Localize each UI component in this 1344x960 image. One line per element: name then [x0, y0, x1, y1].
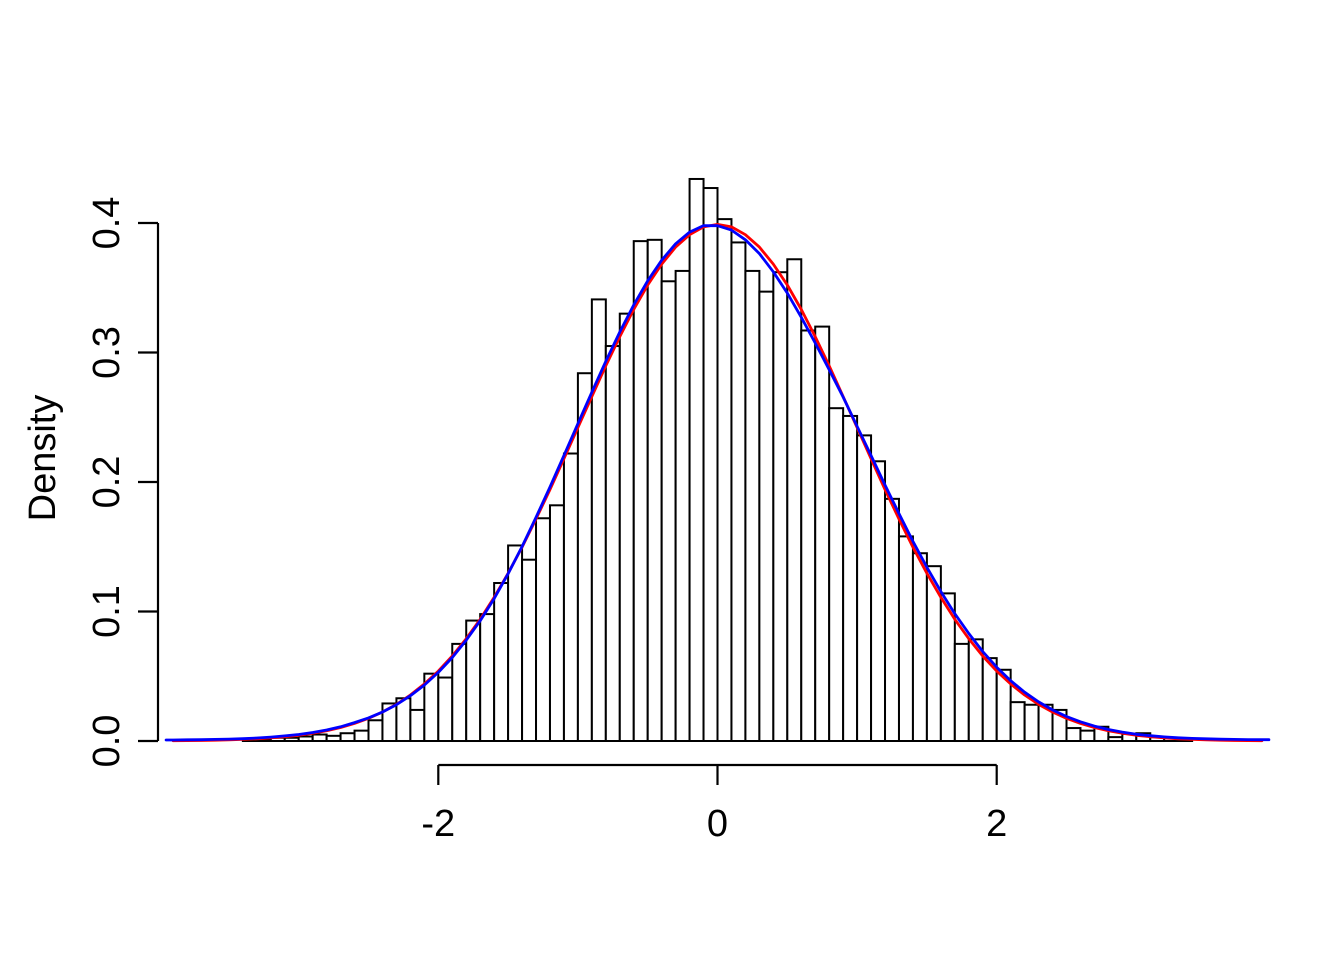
histogram-bar: [688, 177, 705, 743]
histogram-bar: [1065, 727, 1082, 742]
histogram-bar: [674, 269, 691, 742]
histogram-bar: [283, 736, 300, 743]
histogram-bar: [730, 241, 747, 742]
density-curves: [164, 223, 1271, 743]
histogram-bar: [562, 452, 579, 742]
histogram-bar: [1107, 736, 1124, 743]
histogram-bar: [1079, 729, 1096, 743]
y-tick-label: 0.2: [86, 456, 128, 509]
histogram-bar: [576, 372, 593, 742]
histogram-bar: [953, 642, 970, 743]
y-tick-label: 0.0: [86, 715, 128, 768]
histogram-bar: [786, 258, 803, 742]
histogram-bar: [325, 734, 342, 743]
histogram-bar: [897, 535, 914, 743]
histogram-bar: [1023, 703, 1040, 742]
histogram-bar: [884, 497, 900, 742]
histogram-bar: [493, 582, 510, 743]
x-tick-label: -2: [421, 803, 455, 845]
x-tick-label: 2: [986, 803, 1007, 845]
histogram-bar: [1009, 701, 1026, 743]
histogram-bar: [870, 460, 887, 742]
histogram-bar: [353, 729, 370, 743]
histogram-bar: [842, 414, 859, 742]
histogram-bar: [828, 407, 845, 742]
histogram-bars: [241, 177, 1194, 743]
y-tick-label: 0.1: [86, 585, 128, 638]
histogram-bar: [744, 269, 761, 742]
histogram-bar: [479, 613, 496, 743]
histogram-bar: [535, 517, 551, 743]
histogram-bar: [367, 719, 384, 743]
histogram-bar: [521, 558, 538, 743]
histogram-bar: [814, 325, 831, 742]
histogram-bar: [646, 238, 663, 743]
histogram-bar: [800, 329, 817, 742]
histogram-bar: [604, 345, 621, 742]
histogram-bar: [297, 735, 314, 742]
histogram-bar: [702, 187, 719, 742]
histogram-bar: [856, 434, 873, 742]
histogram-bar: [618, 312, 635, 742]
x-tick-label: 0: [707, 803, 728, 845]
y-tick-label: 0.4: [86, 197, 128, 250]
y-axis: 0.0 0.1 0.2 0.3 0.4: [86, 197, 160, 768]
histogram-bar: [911, 552, 928, 742]
histogram-bar: [548, 504, 565, 742]
histogram-bar: [409, 708, 426, 742]
kernel-density-estimate-curve: [164, 224, 1271, 742]
y-axis-title: Density: [22, 395, 64, 522]
histogram-bar: [451, 642, 468, 743]
histogram-bar: [311, 733, 328, 743]
histogram-bar: [339, 732, 356, 742]
x-axis: -2 0 2: [421, 763, 1007, 845]
y-tick-label: 0.3: [86, 326, 128, 379]
histogram-bar: [716, 218, 733, 742]
histogram-bar: [758, 290, 775, 742]
histogram-bar: [660, 280, 677, 742]
histogram-bar: [437, 676, 454, 742]
histogram-bar: [632, 240, 649, 742]
histogram-bar: [772, 271, 789, 742]
histogram-bar: [507, 544, 524, 743]
